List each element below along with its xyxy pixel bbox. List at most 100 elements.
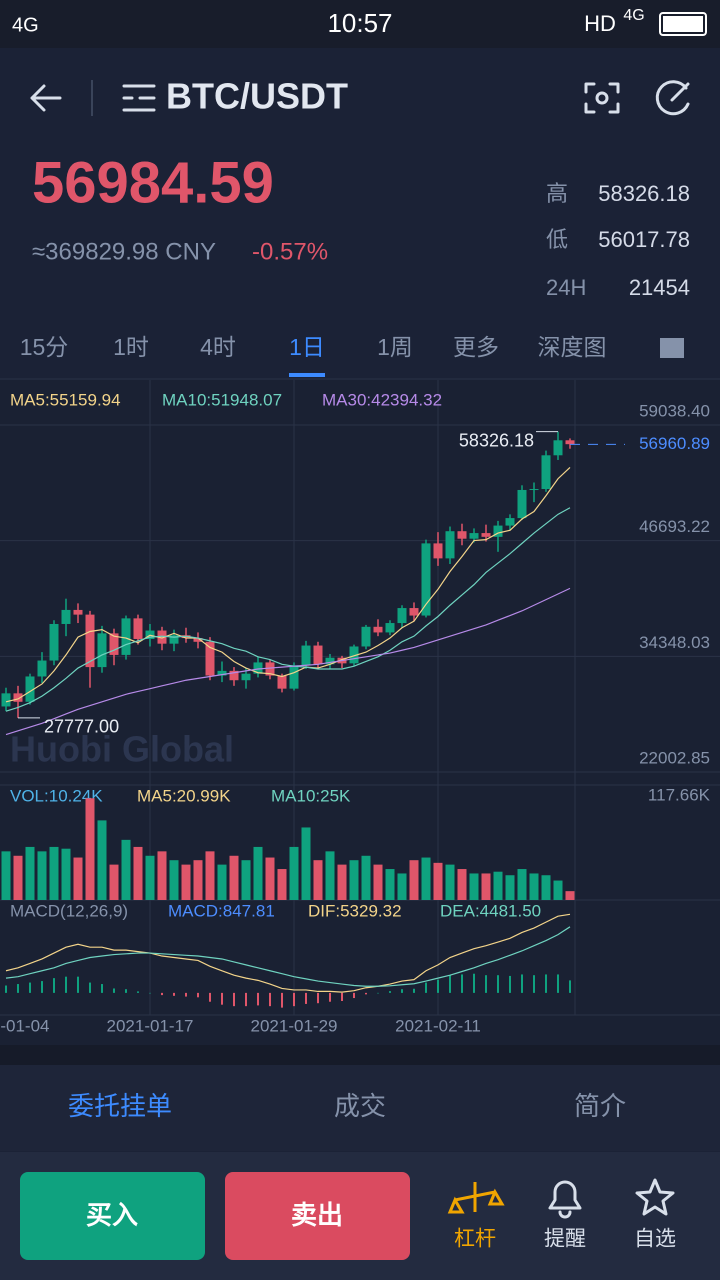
volume-bar <box>73 857 83 900</box>
macd-bar <box>425 982 427 993</box>
candle-body <box>37 660 47 677</box>
candle-body <box>457 531 467 539</box>
macd-bar <box>221 992 223 1005</box>
ma-line <box>5 467 571 703</box>
alert-label[interactable]: 提醒 <box>544 1228 586 1251</box>
macd-bar <box>197 992 199 998</box>
buy-button[interactable] <box>20 1172 205 1260</box>
volume-bar <box>445 864 455 900</box>
macd-bar <box>245 992 247 1007</box>
volume-bar <box>25 846 35 900</box>
volume-bar <box>349 860 359 900</box>
candle-body <box>505 518 515 526</box>
macd-legend: DEA:4481.50 <box>440 901 541 920</box>
volume-tick-label: 117.66K <box>648 785 711 804</box>
candle-body <box>289 665 299 689</box>
macd-bar <box>209 992 211 1002</box>
volume-bar <box>37 851 47 900</box>
macd-bar <box>473 973 475 993</box>
menu-icon[interactable] <box>122 84 156 112</box>
timeframe[interactable]: 深度图 <box>538 334 607 360</box>
tab[interactable]: 委托挂单 <box>68 1091 172 1121</box>
volume-legend: MA10:25K <box>271 786 351 805</box>
timeframe[interactable]: 1周 <box>377 334 413 360</box>
candle-body <box>97 633 107 668</box>
candle-body <box>409 608 419 616</box>
plot-background <box>0 380 720 1045</box>
macd-bar <box>281 992 283 1008</box>
macd-bar <box>149 992 151 994</box>
macd-bar <box>173 992 175 996</box>
volume-bar <box>361 855 371 900</box>
timeframe[interactable]: 更多 <box>453 334 499 360</box>
chart-settings-icon[interactable] <box>660 338 684 358</box>
candle-body <box>469 533 479 539</box>
cny-price: ≈369829.98 CNY <box>32 238 216 265</box>
leverage-icon[interactable] <box>447 1182 505 1214</box>
alert-icon[interactable] <box>548 1180 582 1219</box>
candle-body <box>109 633 119 655</box>
legend-entry: MA30:42394.32 <box>322 390 442 409</box>
macd-bar <box>365 992 367 995</box>
macd-bar <box>569 980 571 993</box>
macd-legend: MACD:847.81 <box>168 901 275 920</box>
high-label: 高 <box>546 181 568 206</box>
price-tag: 56960.89 <box>639 434 710 453</box>
volume-bar <box>157 851 167 900</box>
favorite-label[interactable]: 自选 <box>634 1228 676 1251</box>
tabs-bar <box>0 1065 720 1151</box>
last-price: 56984.59 <box>32 150 274 215</box>
refresh-icon[interactable] <box>655 80 690 116</box>
network2: 4G <box>623 7 644 24</box>
candle-body <box>205 641 215 676</box>
sell-button[interactable] <box>225 1172 410 1260</box>
candle-body <box>541 455 551 490</box>
vol-label: 24H <box>546 275 586 300</box>
macd-label: MACD(12,26,9) <box>10 901 128 920</box>
legend-entry: MA10:51948.07 <box>162 390 282 409</box>
candle-body <box>73 609 83 615</box>
buy-label[interactable]: 买入 <box>86 1200 138 1230</box>
sell-label[interactable]: 卖出 <box>291 1200 343 1230</box>
volume-bar <box>169 860 179 900</box>
y-tick-label: 46693.22 <box>639 517 710 536</box>
timeframe[interactable]: 4时 <box>200 334 236 360</box>
macd-bar <box>113 988 115 993</box>
candle-body <box>565 440 575 445</box>
candle-body <box>433 543 443 559</box>
hd: HD <box>584 11 616 36</box>
candle-body <box>277 675 287 689</box>
screenshot-dot[interactable] <box>595 91 609 105</box>
tab[interactable]: 成交 <box>334 1091 386 1121</box>
volume-bar <box>385 869 395 900</box>
leverage-label[interactable]: 杠杆 <box>454 1228 496 1251</box>
timeframe[interactable]: 1时 <box>113 334 149 360</box>
x-tick-label: 2021-01-29 <box>251 1016 338 1035</box>
macd-bar <box>65 976 67 993</box>
macd-bar <box>29 982 31 993</box>
candle-body <box>241 673 251 681</box>
timeframe[interactable]: 15分 <box>20 334 69 360</box>
volume-bar <box>13 855 23 900</box>
volume-bar <box>529 873 539 900</box>
dif-line <box>5 913 571 993</box>
timeframe[interactable]: 1日 <box>289 334 325 360</box>
y-tick-label: 22002.85 <box>639 749 710 768</box>
volume-bar <box>49 846 59 900</box>
tab[interactable]: 简介 <box>574 1091 626 1121</box>
vol-value: 21454 <box>629 275 690 300</box>
candle-body <box>25 676 35 702</box>
volume-bar <box>409 860 419 900</box>
screenshot-icon[interactable] <box>584 82 620 114</box>
favorite-icon[interactable] <box>635 1178 675 1216</box>
volume-bar <box>541 875 551 900</box>
candle-body <box>397 608 407 624</box>
back-button[interactable] <box>30 84 62 112</box>
volume-bar <box>469 873 479 900</box>
macd-bar <box>101 984 103 993</box>
separator <box>0 1045 720 1065</box>
candle-body <box>157 630 167 644</box>
battery <box>659 12 707 36</box>
volume-bar <box>277 869 287 900</box>
volume-bar <box>217 864 227 900</box>
